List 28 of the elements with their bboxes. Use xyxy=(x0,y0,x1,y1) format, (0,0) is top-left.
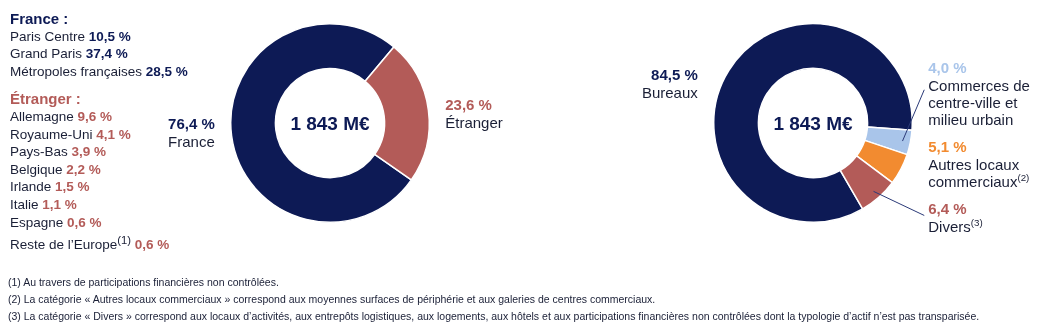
text: 1 843 M€ xyxy=(290,113,371,134)
text: (3) La catégorie « Divers » correspond aux locaux d’activités, aux entrepôts logistiques, aux logements, aux hôtels et aux participations financières non contrôlées dont la typologie d’actif n’est pas transparisée. xyxy=(8,309,980,324)
text: Royaume-Uni 4,1 % xyxy=(10,126,131,142)
text: Grand Paris 37,4 % xyxy=(10,46,128,62)
text: 1 843 M€ xyxy=(773,113,854,134)
data-label: 23,6 % xyxy=(445,95,492,113)
text: Reste de l’Europe$^{(1)}$ 0,6 % xyxy=(10,233,170,252)
text: Irlande 1,5 % xyxy=(10,179,90,195)
data-label: 4,0 % xyxy=(928,58,967,76)
data-label: 6,4 % xyxy=(928,199,967,217)
text: Métropoles françaises 28,5 % xyxy=(10,63,188,79)
slice-label: France xyxy=(168,133,215,151)
text: Belgique 2,2 % xyxy=(10,161,101,177)
text: France : xyxy=(10,10,70,28)
text: Paris Centre 10,5 % xyxy=(10,28,131,44)
slice-label: Bureaux xyxy=(641,83,699,101)
data-label: 76,4 % xyxy=(168,115,215,133)
data-label: 5,1 % xyxy=(928,137,967,155)
slice-label: Commerces de centre-ville et milieu urbain xyxy=(928,76,1030,128)
text: (1) Au travers de participations financières non contrôlées. xyxy=(8,275,280,290)
text: Étranger : xyxy=(10,90,82,108)
data-label: 84,5 % xyxy=(651,65,698,83)
text: (2) La catégorie « Autres locaux commerciaux » correspond aux moyennes surfaces de périphérie et aux galeries de centres commerciaux. xyxy=(8,292,657,307)
text: Espagne 0,6 % xyxy=(10,214,102,230)
text: Allemagne 9,6 % xyxy=(10,108,113,124)
text: Pays-Bas 3,9 % xyxy=(10,144,107,160)
slice-label: Étranger xyxy=(445,113,503,131)
text: Italie 1,1 % xyxy=(10,196,77,212)
